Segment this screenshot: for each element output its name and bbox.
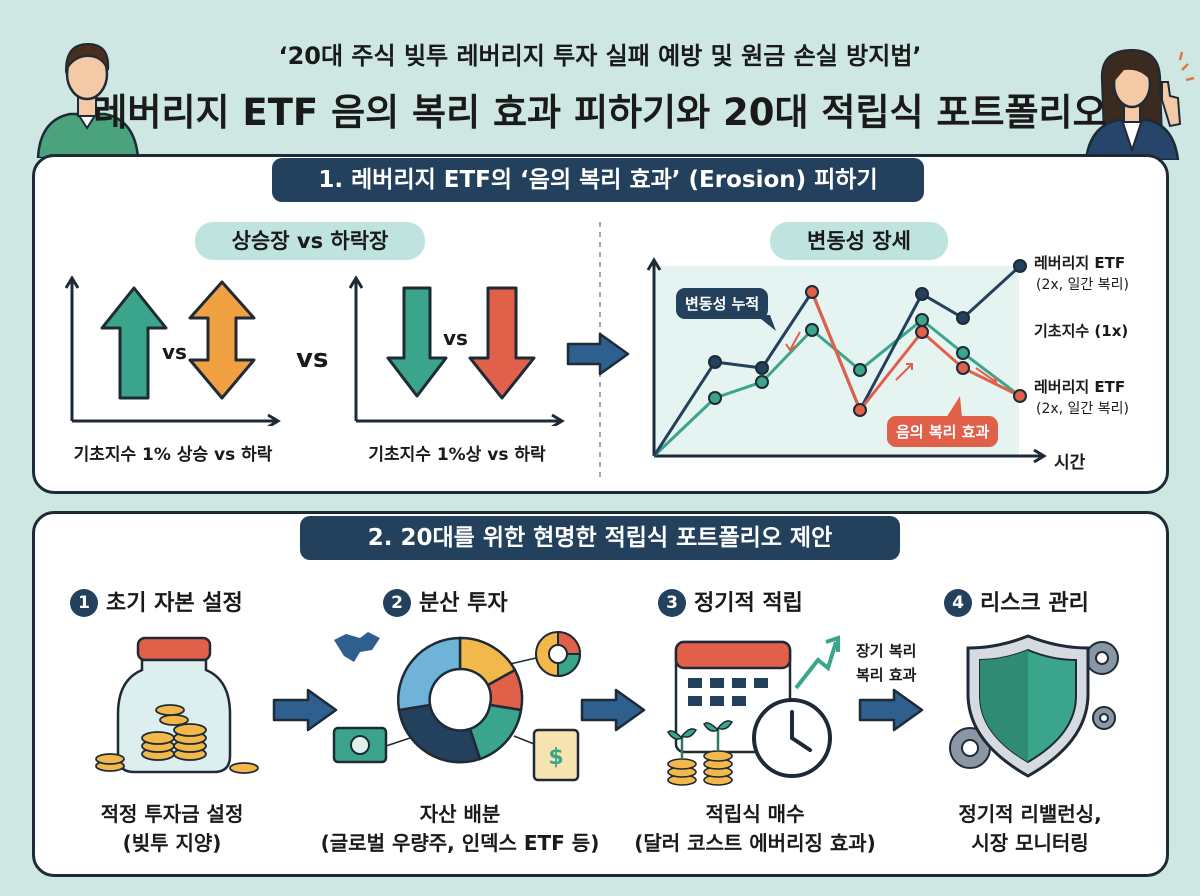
coin-jar-icon bbox=[95, 636, 259, 774]
left-heading: 상승장 vs 하락장 bbox=[195, 222, 425, 260]
step-4-desc-line1: 정기적 리밸런싱, bbox=[958, 802, 1102, 826]
bear-market-chart bbox=[348, 276, 565, 426]
caption-up: 기초지수 1% 상승 vs 하락 bbox=[73, 445, 273, 465]
step-1-desc-line2: (빚투 지양) bbox=[122, 831, 222, 855]
step-4-title-text: 리스크 관리 bbox=[980, 591, 1089, 616]
erosion-bubble-tail bbox=[946, 396, 962, 418]
step-1-title: 1 초기 자본 설정 bbox=[70, 585, 243, 617]
volatility-bubble: 변동성 누적 bbox=[676, 288, 769, 319]
calendar-clock-icon bbox=[667, 635, 840, 786]
step-arrow-1-icon bbox=[272, 688, 338, 732]
down-arrow-icon bbox=[386, 286, 448, 398]
step-2-title-text: 분산 투자 bbox=[419, 591, 508, 616]
step-3-desc: 적립식 매수 (달러 코스트 에버리징 효과) bbox=[620, 800, 890, 858]
erosion-bubble: 음의 복리 효과 bbox=[887, 416, 999, 447]
growth-label-line2: 복리 효과 bbox=[856, 666, 917, 684]
section-1-title: 1. 레버리지 ETF의 ‘음의 복리 효과’ (Erosion) 피하기 bbox=[272, 158, 924, 202]
shield-gears-icon bbox=[949, 634, 1119, 778]
step-3-number: 3 bbox=[658, 589, 686, 617]
x-axis-label: 시간 bbox=[1054, 453, 1086, 473]
step-1-desc-line1: 적정 투자금 설정 bbox=[100, 802, 244, 826]
svg-text:$: $ bbox=[548, 745, 563, 770]
legend-bot-line2: (2x, 일간 복리) bbox=[1036, 401, 1129, 417]
step-3-title-text: 정기적 적립 bbox=[694, 591, 803, 616]
step-4-desc: 정기적 리밸런싱, 시장 모니터링 bbox=[910, 800, 1150, 858]
section-2-title: 2. 20대를 위한 현명한 적립식 포트폴리오 제안 bbox=[300, 516, 900, 560]
donut-allocation-icon: $ bbox=[332, 630, 582, 782]
middle-vs-label: vs bbox=[296, 344, 329, 374]
volatility-bubble-tail bbox=[756, 315, 776, 331]
up-vs-label: vs bbox=[162, 340, 187, 364]
step-1-title-text: 초기 자본 설정 bbox=[106, 591, 243, 616]
step-1-desc: 적정 투자금 설정 (빚투 지양) bbox=[52, 800, 292, 858]
step-arrow-3-icon bbox=[858, 688, 924, 732]
step-2-number: 2 bbox=[383, 589, 411, 617]
step-1-number: 1 bbox=[70, 589, 98, 617]
legend-top-line2: (2x, 일간 복리) bbox=[1036, 277, 1129, 293]
down-vs-label: vs bbox=[443, 326, 468, 350]
step-4-number: 4 bbox=[944, 589, 972, 617]
step-2-desc-line1: 자산 배분 bbox=[419, 802, 501, 826]
up-arrow-icon bbox=[100, 286, 168, 400]
down-arrow-red-icon bbox=[468, 286, 536, 400]
step-2-desc-line2: (글로벌 우량주, 인덱스 ETF 등) bbox=[320, 831, 600, 855]
step-2-desc: 자산 배분 (글로벌 우량주, 인덱스 ETF 등) bbox=[320, 800, 600, 858]
right-heading: 변동성 장세 bbox=[770, 222, 948, 260]
page-subtitle: ‘20대 주식 빚투 레버리지 투자 실패 예방 및 원금 손실 방지법’ bbox=[278, 42, 922, 70]
step-4-desc-line2: 시장 모니터링 bbox=[971, 831, 1089, 855]
page-title: 레버리지 ETF 음의 복리 효과 피하기와 20대 적립식 포트폴리오 bbox=[93, 91, 1107, 134]
right-arrow-icon bbox=[566, 332, 630, 376]
step-arrow-2-icon bbox=[580, 688, 646, 732]
man-illustration-icon bbox=[36, 42, 140, 158]
step-2-title: 2 분산 투자 bbox=[383, 585, 508, 617]
bull-market-chart bbox=[64, 276, 281, 426]
legend-bot-line1: 레버리지 ETF bbox=[1034, 378, 1126, 396]
step-3-desc-line2: (달러 코스트 에버리징 효과) bbox=[634, 831, 876, 855]
legend-top-line1: 레버리지 ETF bbox=[1034, 254, 1126, 272]
legend-mid: 기초지수 (1x) bbox=[1034, 322, 1129, 340]
woman-illustration-icon bbox=[1084, 48, 1195, 160]
step-3-title: 3 정기적 적립 bbox=[658, 585, 803, 617]
step-4-title: 4 리스크 관리 bbox=[944, 585, 1089, 617]
growth-label-line1: 장기 복리 bbox=[856, 642, 917, 660]
up-down-arrow-icon bbox=[188, 280, 256, 400]
section-divider bbox=[599, 222, 601, 478]
step-3-desc-line1: 적립식 매수 bbox=[705, 802, 805, 826]
caption-down: 기초지수 1%상 vs 하락 bbox=[368, 445, 546, 465]
